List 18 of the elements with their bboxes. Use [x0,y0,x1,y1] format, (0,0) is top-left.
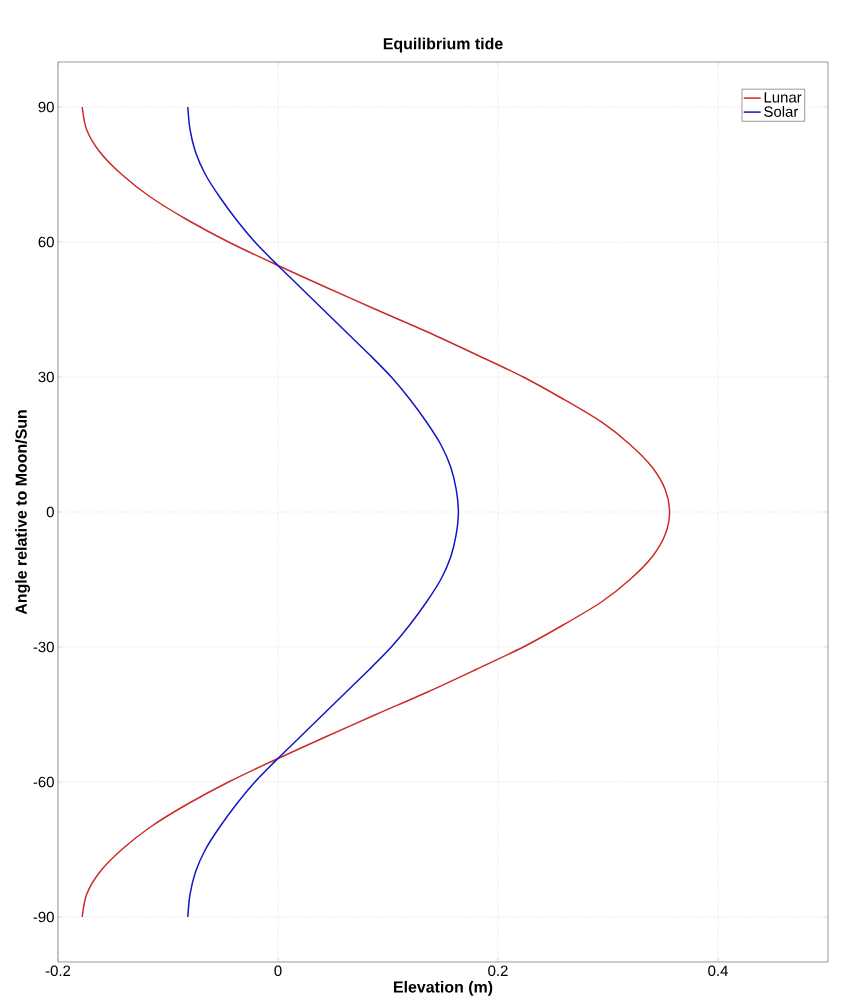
y-tick-label: 0 [46,506,54,518]
x-tick-label: 0.2 [488,965,508,977]
y-tick-label: 90 [38,101,54,113]
y-tick-label: -30 [33,641,54,653]
legend-label: Lunar [764,92,802,103]
line-series [81,106,671,918]
x-tick-label: 0.4 [708,965,728,977]
x-axis-title: Elevation (m) [394,980,493,996]
x-tick-label: 0 [274,965,282,977]
y-tick-label: -60 [33,776,54,788]
legend-label: Solar [764,105,799,117]
x-tick-label: -0.2 [45,965,71,977]
y-tick-label: 60 [38,236,54,248]
chart-title: Equilibrium tide [383,37,503,53]
y-tick-label: -90 [33,911,54,923]
y-axis-title: Angle relative to Moon/Sun [15,410,31,615]
y-tick-label: 30 [38,371,54,383]
line-series [187,106,460,918]
